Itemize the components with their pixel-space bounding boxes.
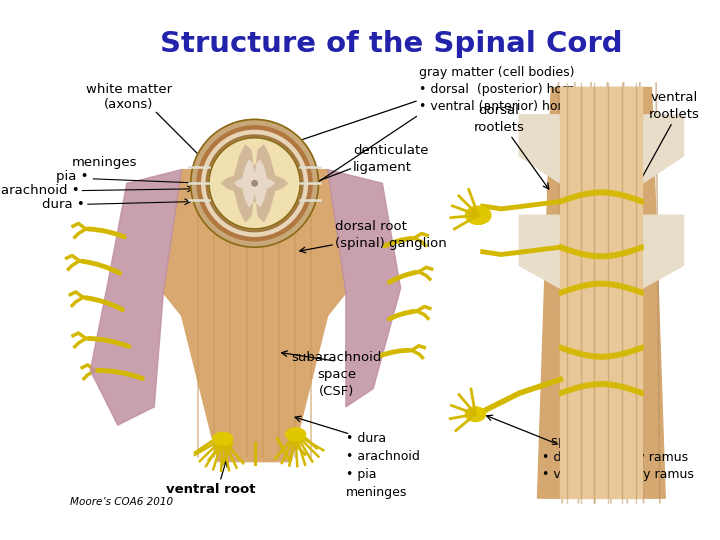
Text: arachnoid •: arachnoid • [1,184,79,197]
Text: denticulate
ligament: denticulate ligament [353,144,428,174]
Text: meninges: meninges [72,156,138,169]
Polygon shape [90,170,181,425]
Polygon shape [235,160,274,206]
Polygon shape [222,145,287,221]
Circle shape [252,180,257,186]
Text: • dura
• arachnoid
• pia
meninges: • dura • arachnoid • pia meninges [346,433,420,500]
Polygon shape [519,115,683,183]
Text: dorsal root
(spinal) ganglion: dorsal root (spinal) ganglion [335,220,446,251]
Polygon shape [519,215,683,288]
Circle shape [202,130,307,236]
Text: dorsal
rootlets: dorsal rootlets [474,104,525,134]
Text: ventral
rootlets: ventral rootlets [649,91,700,121]
Ellipse shape [465,206,491,225]
Circle shape [206,135,303,232]
Circle shape [197,126,312,241]
Text: Moore’s COA6 2010: Moore’s COA6 2010 [71,497,174,507]
Circle shape [209,138,300,229]
Circle shape [191,119,318,247]
Polygon shape [560,87,642,498]
Ellipse shape [465,407,485,422]
Text: Structure of the Spinal Cord: Structure of the Spinal Cord [160,30,623,58]
Polygon shape [163,170,346,462]
Polygon shape [328,170,400,407]
Text: spinal nerve: spinal nerve [552,435,634,448]
Text: ventral root: ventral root [166,483,256,496]
Text: • ventral primary ramus: • ventral primary ramus [542,468,694,481]
Polygon shape [538,87,665,498]
Text: gray matter (cell bodies)
• dorsal  (posterior) horn
• ventral (anterior) horn: gray matter (cell bodies) • dorsal (post… [419,66,575,113]
Text: dura •: dura • [42,198,85,211]
Text: subarachnoid
space
(CSF): subarachnoid space (CSF) [292,352,382,399]
Text: white matter
(axons): white matter (axons) [86,83,172,111]
Text: pia •: pia • [56,171,89,184]
Ellipse shape [286,428,306,441]
Ellipse shape [212,433,233,445]
Text: • dorsal primary ramus: • dorsal primary ramus [542,451,688,464]
